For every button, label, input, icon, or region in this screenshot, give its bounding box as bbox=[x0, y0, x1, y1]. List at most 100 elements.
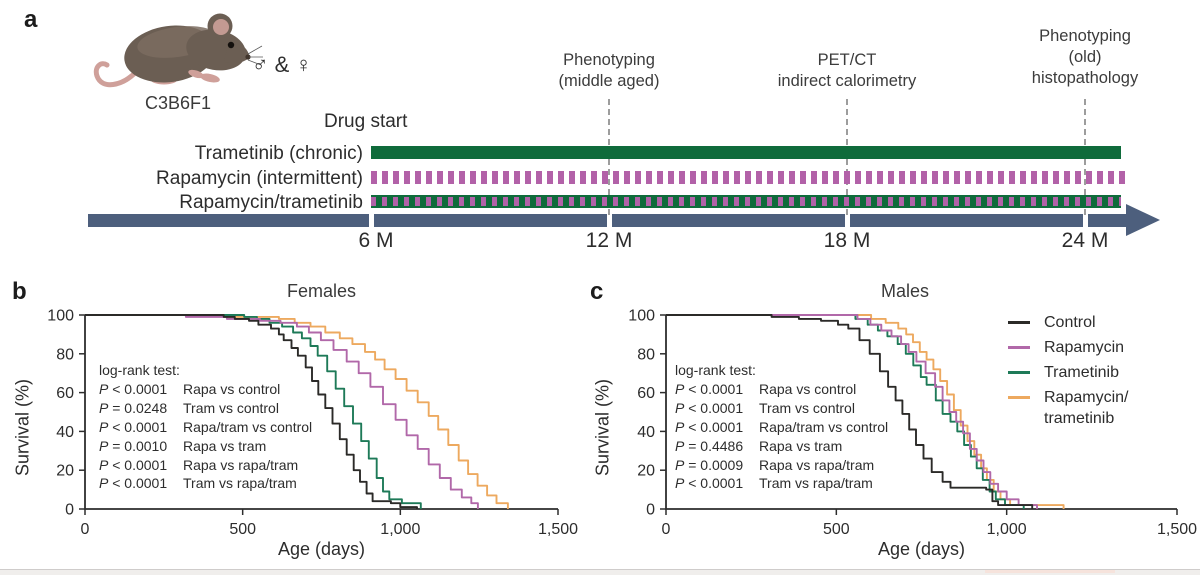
timeline-row-label-combo: Rapamycin/trametinib bbox=[179, 192, 363, 213]
timeline-tick-24m: 24 M bbox=[1061, 229, 1109, 252]
logrank-pvalue: P < 0.0001 bbox=[675, 399, 744, 416]
timeline-axis-segment bbox=[374, 214, 607, 227]
timeline-tick-18m: 18 M bbox=[823, 229, 871, 252]
annotation-petct: PET/CT indirect calorimetry bbox=[777, 51, 917, 90]
logrank-comparison: Rapa vs control bbox=[183, 380, 281, 397]
males-survival-chart: 0 500 1,000 1,500 0 20 40 60 80 100 bbox=[628, 308, 1197, 539]
logrank-header: log-rank test: bbox=[675, 362, 756, 378]
timeline-axis-segment bbox=[88, 214, 369, 227]
logrank-pvalue: P < 0.0001 bbox=[99, 380, 168, 397]
legend-label: Control bbox=[1044, 314, 1096, 331]
survival-legend: Control Rapamycin Trametinib Rapamycin/ … bbox=[1008, 312, 1128, 433]
panel-c-xlabel: Age (days) bbox=[877, 539, 966, 559]
combo-bar-stripes bbox=[371, 197, 1121, 206]
combo-line-swatch bbox=[1008, 396, 1030, 399]
logrank-pvalue: P < 0.0001 bbox=[99, 456, 168, 473]
svg-text:0: 0 bbox=[65, 502, 74, 519]
timeline-row-label-trametinib: Trametinib (chronic) bbox=[194, 143, 363, 164]
svg-text:0: 0 bbox=[646, 502, 655, 519]
timeline-tick-12m: 12 M bbox=[585, 229, 633, 252]
svg-text:1,000: 1,000 bbox=[380, 521, 420, 538]
timeline-axis-segment bbox=[850, 214, 1083, 227]
rapamycin-line-swatch bbox=[1008, 346, 1030, 349]
svg-text:40: 40 bbox=[637, 424, 655, 441]
panel-c-title: Males bbox=[880, 281, 929, 301]
logrank-pvalue: P < 0.0001 bbox=[675, 475, 744, 492]
timeline-axis-segment bbox=[612, 214, 845, 227]
annotation-phenotyping-middle: Phenotyping (middle aged) bbox=[558, 51, 660, 90]
timeline-axis-segment bbox=[1088, 214, 1128, 227]
logrank-row: P < 0.0001 Tram vs rapa/tram bbox=[99, 474, 312, 493]
svg-text:60: 60 bbox=[56, 385, 74, 402]
logrank-comparison: Tram vs control bbox=[183, 399, 279, 416]
mouse-illustration-icon bbox=[93, 13, 263, 88]
logrank-comparison: Tram vs control bbox=[759, 399, 855, 416]
panel-b-xlabel: Age (days) bbox=[277, 539, 366, 559]
panel-b-logrank-block: log-rank test: P < 0.0001 Rapa vs control… bbox=[99, 361, 312, 493]
logrank-header: log-rank test: bbox=[99, 362, 180, 378]
logrank-pvalue: P < 0.0001 bbox=[675, 418, 744, 435]
svg-text:500: 500 bbox=[823, 521, 850, 538]
trametinib-line-swatch bbox=[1008, 371, 1030, 374]
svg-text:100: 100 bbox=[47, 308, 74, 325]
logrank-pvalue: P = 0.4486 bbox=[675, 437, 744, 454]
svg-text:20: 20 bbox=[637, 463, 655, 480]
svg-text:100: 100 bbox=[628, 308, 655, 325]
rapamycin-bar bbox=[371, 171, 1128, 184]
bottom-edge-tint bbox=[985, 570, 1115, 573]
control-line-swatch bbox=[1008, 321, 1030, 324]
svg-text:1,000: 1,000 bbox=[987, 521, 1027, 538]
trametinib-bar bbox=[371, 146, 1121, 159]
svg-text:40: 40 bbox=[56, 424, 74, 441]
logrank-comparison: Rapa/tram vs control bbox=[759, 418, 889, 435]
bottom-edge-artifact bbox=[0, 569, 1200, 575]
panel-b-title: Females bbox=[286, 281, 357, 301]
annotation-phenotyping-old: Phenotyping (old) histopathology bbox=[1031, 27, 1139, 87]
logrank-comparison: Tram vs rapa/tram bbox=[183, 475, 297, 492]
logrank-comparison: Rapa vs rapa/tram bbox=[759, 456, 875, 473]
logrank-pvalue: P = 0.0009 bbox=[675, 456, 744, 473]
legend-label: Trametinib bbox=[1044, 364, 1119, 381]
svg-text:500: 500 bbox=[229, 521, 256, 538]
logrank-row: P < 0.0001 Tram vs rapa/tram bbox=[675, 474, 888, 493]
drug-start-label: Drug start bbox=[324, 111, 408, 132]
logrank-row: P = 0.0009 Rapa vs rapa/tram bbox=[675, 456, 888, 475]
panel-c-logrank-block: log-rank test: P < 0.0001 Rapa vs control… bbox=[675, 361, 888, 493]
logrank-pvalue: P = 0.0010 bbox=[99, 437, 168, 454]
logrank-row: P < 0.0001 Rapa/tram vs control bbox=[99, 418, 312, 437]
logrank-row: P = 0.0248 Tram vs control bbox=[99, 399, 312, 418]
logrank-pvalue: P < 0.0001 bbox=[99, 475, 168, 492]
logrank-row: P < 0.0001 Rapa/tram vs control bbox=[675, 418, 888, 437]
logrank-comparison: Rapa vs tram bbox=[759, 437, 843, 454]
logrank-row: P < 0.0001 Tram vs control bbox=[675, 399, 888, 418]
panel-b-letter: b bbox=[12, 278, 27, 305]
logrank-pvalue: P = 0.0248 bbox=[99, 399, 168, 416]
timeline-row-label-rapamycin: Rapamycin (intermittent) bbox=[156, 168, 363, 189]
sex-symbols: ♂ & ♀ bbox=[252, 52, 312, 77]
logrank-pvalue: P < 0.0001 bbox=[675, 380, 744, 397]
logrank-pvalue: P < 0.0001 bbox=[99, 418, 168, 435]
logrank-comparison: Tram vs rapa/tram bbox=[759, 475, 873, 492]
legend-item-trametinib: Trametinib bbox=[1008, 362, 1128, 383]
logrank-row: P < 0.0001 Rapa vs rapa/tram bbox=[99, 456, 312, 475]
svg-text:0: 0 bbox=[662, 521, 671, 538]
logrank-comparison: Rapa vs control bbox=[759, 380, 857, 397]
svg-text:80: 80 bbox=[56, 346, 74, 363]
svg-text:20: 20 bbox=[56, 463, 74, 480]
combo-bar bbox=[371, 195, 1121, 208]
females-survival-chart: 0 500 1,000 1,500 0 20 40 60 80 100 bbox=[47, 308, 578, 539]
logrank-row: P < 0.0001 Rapa vs control bbox=[99, 380, 312, 399]
svg-text:60: 60 bbox=[637, 385, 655, 402]
legend-item-control: Control bbox=[1008, 312, 1128, 333]
panel-a-letter: a bbox=[24, 6, 38, 33]
legend-label: Rapamycin bbox=[1044, 339, 1125, 356]
svg-text:1,500: 1,500 bbox=[1157, 521, 1197, 538]
svg-text:80: 80 bbox=[637, 346, 655, 363]
panel-c-letter: c bbox=[590, 278, 604, 305]
legend-item-rapamycin: Rapamycin bbox=[1008, 337, 1128, 358]
svg-text:1,500: 1,500 bbox=[538, 521, 578, 538]
logrank-comparison: Rapa/tram vs control bbox=[183, 418, 313, 435]
legend-item-combo: Rapamycin/ trametinib bbox=[1008, 387, 1128, 429]
logrank-row: P = 0.4486 Rapa vs tram bbox=[675, 437, 888, 456]
logrank-row: P = 0.0010 Rapa vs tram bbox=[99, 437, 312, 456]
